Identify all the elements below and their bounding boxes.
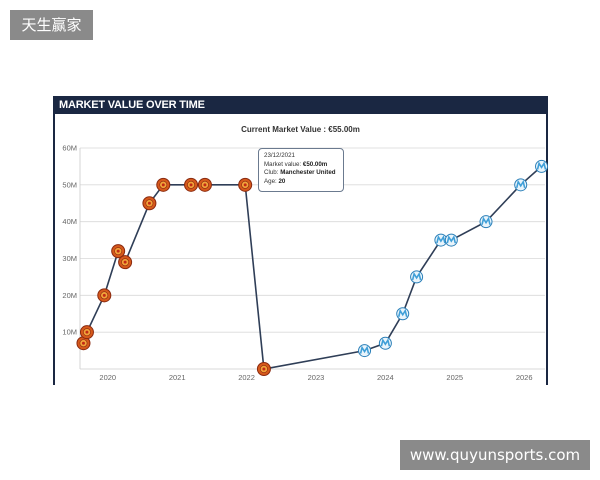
tooltip-market-value-label: Market value: (264, 160, 302, 168)
marseille-badge-marker (378, 336, 392, 350)
man-utd-badge-marker (97, 288, 112, 303)
man-utd-badge-marker (79, 325, 94, 340)
point-tooltip: 23/12/2021 Market value: €50.00m Club: M… (258, 148, 344, 192)
y-tick-label: 50M (62, 180, 77, 189)
y-tick-label: 60M (62, 144, 77, 153)
marseille-badge-marker (358, 344, 372, 358)
x-tick-label: 2023 (308, 373, 325, 382)
marseille-badge-marker (514, 178, 528, 192)
tooltip-market-value: €50.00m (302, 160, 328, 168)
x-tick-label: 2026 (516, 373, 533, 382)
y-tick-label: 20M (62, 291, 77, 300)
marseille-badge-marker (410, 270, 424, 284)
marseille-badge-marker (535, 159, 548, 173)
watermark-top-left: 天生赢家 (10, 10, 93, 40)
marseille-badge-marker (396, 307, 410, 321)
marseille-badge-marker (444, 233, 458, 247)
y-tick-label: 40M (62, 217, 77, 226)
panel-right-edge (546, 114, 548, 385)
tooltip-age: 20 (278, 177, 286, 185)
marseille-badge-marker (434, 233, 448, 247)
tooltip-club: Manchester United (280, 169, 336, 177)
marseille-badge-marker (479, 215, 493, 229)
market-value-panel: MARKET VALUE OVER TIME Current Market Va… (53, 96, 548, 385)
watermark-bottom-right: www.quyunsports.com (400, 440, 590, 470)
x-tick-label: 2024 (377, 373, 394, 382)
man-utd-badge-marker (256, 362, 271, 376)
x-tick-label: 2020 (99, 373, 116, 382)
tooltip-club-row: Club: Manchester United (264, 169, 338, 178)
tooltip-date: 23/12/2021 (264, 152, 295, 159)
man-utd-badge-marker (118, 255, 133, 270)
man-utd-badge-marker (156, 177, 171, 192)
panel-header: MARKET VALUE OVER TIME (53, 96, 548, 114)
tooltip-club-label: Club: (264, 169, 279, 177)
man-utd-badge-marker (238, 177, 253, 192)
x-tick-label: 2022 (238, 373, 255, 382)
x-tick-label: 2025 (446, 373, 463, 382)
chart-title: Current Market Value : €55.00m (241, 125, 360, 134)
x-tick-label: 2021 (169, 373, 186, 382)
panel-left-edge (53, 114, 55, 385)
market-value-line (82, 165, 543, 370)
man-utd-badge-marker (111, 244, 126, 259)
y-tick-label: 30M (62, 254, 77, 263)
man-utd-badge-marker (142, 196, 157, 211)
market-value-chart: 10M 20M 30M 40M 50M 60M 2020 2021 2022 2023 2024 20… (62, 144, 548, 382)
y-tick-label: 10M (62, 328, 77, 337)
tooltip-market-value-row: Market value: €50.00m (264, 161, 338, 170)
man-utd-badge-marker (197, 177, 212, 192)
man-utd-badge-marker (184, 177, 199, 192)
tooltip-age-label: Age: (264, 177, 277, 185)
tooltip-age-row: Age: 20 (264, 178, 338, 187)
